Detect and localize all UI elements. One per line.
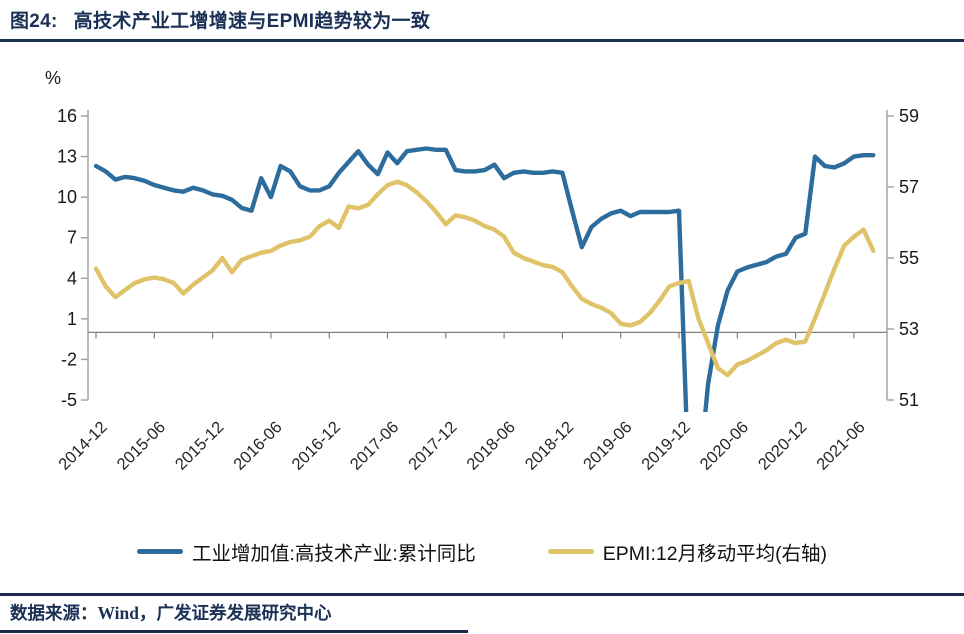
legend-swatch-industrial [136, 548, 183, 554]
svg-text:2015-12: 2015-12 [172, 418, 228, 474]
svg-text:2020-06: 2020-06 [697, 418, 753, 474]
svg-text:53: 53 [899, 319, 919, 339]
svg-text:%: % [45, 68, 61, 88]
svg-text:57: 57 [899, 177, 919, 197]
svg-text:2021-06: 2021-06 [813, 418, 869, 474]
svg-text:55: 55 [899, 248, 919, 268]
figure-label: 图24: [10, 11, 58, 32]
legend-swatch-epmi [547, 548, 594, 554]
data-source-text: 数据来源：Wind，广发证券发展研究中心 [10, 603, 332, 623]
svg-text:2017-06: 2017-06 [347, 418, 403, 474]
legend-label-epmi: EPMI:12月移动平均(右轴) [602, 542, 828, 565]
svg-text:13: 13 [57, 147, 77, 167]
svg-text:-2: -2 [61, 349, 77, 369]
svg-text:2016-12: 2016-12 [288, 418, 344, 474]
svg-text:7: 7 [67, 228, 77, 248]
chart-legend: 工业增加值:高技术产业:累计同比 EPMI:12月移动平均(右轴) [0, 533, 964, 569]
legend-label-industrial: 工业增加值:高技术产业:累计同比 [191, 542, 476, 565]
svg-text:1: 1 [67, 309, 77, 329]
chart-header: 图24: 高技术产业工增增速与EPMI趋势较为一致 [10, 6, 430, 33]
svg-text:59: 59 [899, 106, 919, 126]
title-underline [0, 39, 964, 42]
footer-top-rule [0, 593, 964, 596]
svg-text:2017-12: 2017-12 [405, 418, 461, 474]
legend-item-industrial: 工业增加值:高技术产业:累计同比 [136, 537, 476, 566]
svg-text:4: 4 [67, 268, 77, 288]
svg-text:2016-06: 2016-06 [230, 418, 286, 474]
svg-text:2015-06: 2015-06 [114, 418, 170, 474]
svg-text:2020-12: 2020-12 [755, 418, 811, 474]
svg-text:16: 16 [57, 106, 77, 126]
footer-bottom-rule [0, 630, 468, 633]
svg-text:-5: -5 [61, 390, 77, 410]
svg-text:2014-12: 2014-12 [55, 418, 111, 474]
legend-item-epmi: EPMI:12月移动平均(右轴) [547, 537, 828, 566]
svg-text:51: 51 [899, 390, 919, 410]
svg-text:2018-12: 2018-12 [522, 418, 578, 474]
svg-text:2019-12: 2019-12 [638, 418, 694, 474]
svg-text:2019-06: 2019-06 [580, 418, 636, 474]
svg-text:2018-06: 2018-06 [463, 418, 519, 474]
svg-text:10: 10 [57, 187, 77, 207]
page-title: 高技术产业工增增速与EPMI趋势较为一致 [73, 11, 431, 32]
